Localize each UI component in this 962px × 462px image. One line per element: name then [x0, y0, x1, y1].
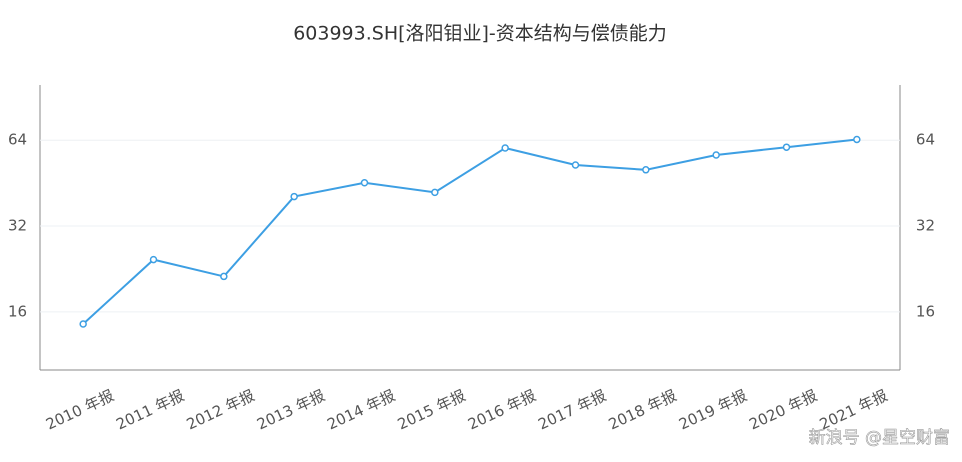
- chart-title: 603993.SH[洛阳钼业]-资本结构与偿债能力: [293, 23, 667, 45]
- x-tick-label: 2020 年报: [746, 386, 820, 433]
- x-tick-label: 2013 年报: [254, 386, 328, 433]
- x-tick-label: 2017 年报: [535, 386, 609, 433]
- y2-tick-label: 64: [916, 131, 935, 149]
- x-tick-label: 2016 年报: [465, 386, 539, 433]
- watermark: 新浪号 @星空财富: [809, 428, 950, 448]
- point: [712, 151, 720, 159]
- x-tick-label: 2014 年报: [324, 386, 398, 433]
- point: [501, 144, 509, 152]
- y2-tick-label: 32: [916, 217, 935, 235]
- point: [782, 143, 791, 151]
- line: [82, 138, 857, 325]
- x-tick-label: 2010 年报: [43, 386, 117, 433]
- point: [571, 161, 580, 169]
- point: [290, 192, 298, 201]
- x-tick-label: 2018 年报: [606, 386, 680, 433]
- point: [360, 178, 369, 187]
- y-tick-label: 64: [8, 131, 27, 149]
- x-tick-label: 2019 年报: [676, 386, 750, 433]
- x-tick-label: 2015 年报: [395, 386, 469, 433]
- y-tick-label: 16: [8, 302, 27, 320]
- point: [220, 272, 228, 281]
- x-tick-label: 2011 年报: [113, 386, 187, 433]
- y-tick-label: 32: [8, 217, 27, 235]
- point: [79, 320, 87, 328]
- point: [642, 166, 650, 174]
- x-tick-label: 2021 年报: [817, 386, 891, 433]
- point: [149, 255, 158, 264]
- point: [853, 135, 861, 144]
- y2-tick-label: 16: [916, 302, 935, 320]
- x-tick-label: 2012 年报: [184, 386, 258, 433]
- point: [431, 188, 439, 197]
